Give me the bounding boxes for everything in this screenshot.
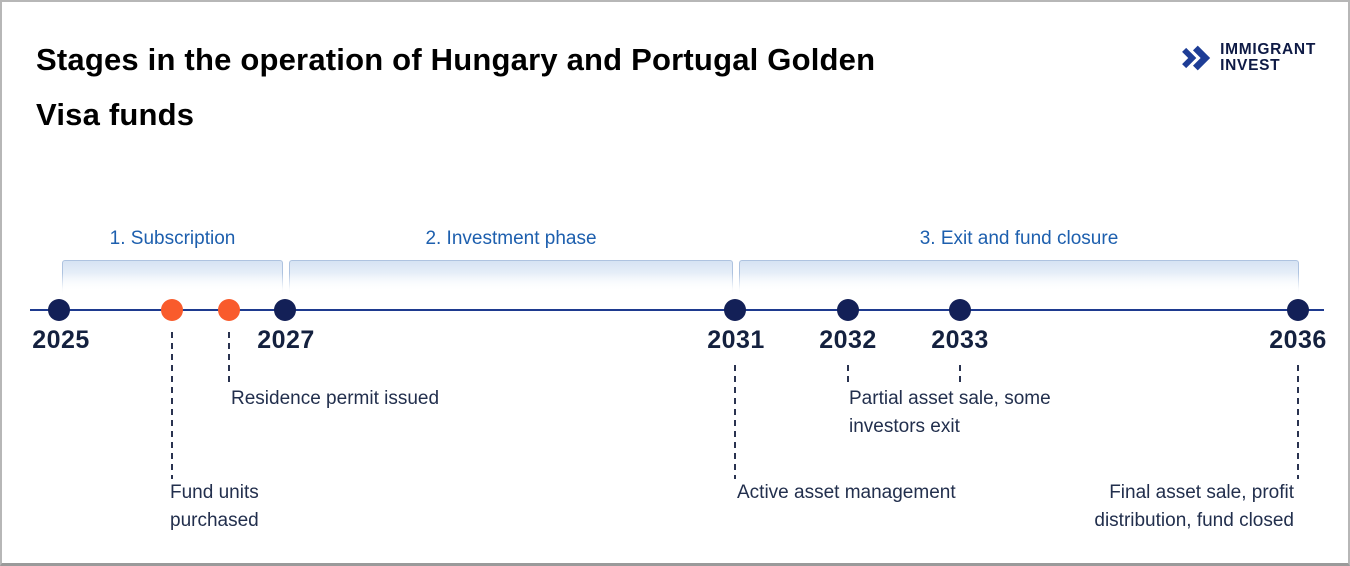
timeline-dot-2033: [949, 299, 971, 321]
logo-line-2: INVEST: [1220, 57, 1281, 74]
connector-partial-sale-2032: [847, 365, 849, 385]
note-residence-permit: Residence permit issued: [231, 388, 440, 409]
year-label-2032: 2032: [819, 326, 877, 354]
logo-wordmark: IMMIGRANT INVEST: [1220, 42, 1316, 74]
timeline-dot-2031: [724, 299, 746, 321]
note-fund-units: Fund units purchased: [170, 482, 259, 531]
timeline-axis: [30, 309, 1324, 311]
year-label-2025: 2025: [32, 326, 90, 354]
connector-partial-sale-2033: [959, 365, 961, 385]
note-final-sale: Final asset sale, profit distribution, f…: [1094, 482, 1294, 531]
phase-bracket-subscription: [61, 260, 284, 294]
immigrant-invest-logo: IMMIGRANT INVEST: [1181, 42, 1316, 74]
phase-bracket-exit: [738, 260, 1300, 294]
timeline-dot-2032: [837, 299, 859, 321]
timeline-dot-fund-units-purchased: [161, 299, 183, 321]
timeline-dot-2025: [48, 299, 70, 321]
year-label-2031: 2031: [707, 326, 765, 354]
note-partial-sale: Partial asset sale, some investors exit: [849, 388, 1051, 437]
timeline-dot-2036: [1287, 299, 1309, 321]
double-chevron-right-icon: [1182, 45, 1211, 71]
connector-final-sale: [1297, 365, 1299, 479]
phase-label-subscription: 1. Subscription: [109, 228, 236, 249]
year-label-2033: 2033: [931, 326, 989, 354]
connector-active-management: [734, 365, 736, 479]
timeline-dot-2027: [274, 299, 296, 321]
connector-fund-units: [171, 332, 173, 479]
phase-bracket-investment: [288, 260, 734, 294]
logo-line-1: IMMIGRANT: [1220, 41, 1316, 58]
note-active-management: Active asset management: [737, 482, 956, 503]
connector-residence-permit: [228, 332, 230, 385]
timeline-dot-residence-permit: [218, 299, 240, 321]
phase-label-exit: 3. Exit and fund closure: [919, 228, 1119, 249]
year-label-2036: 2036: [1269, 326, 1327, 354]
year-label-2027: 2027: [257, 326, 315, 354]
page-title: Stages in the operation of Hungary and P…: [36, 42, 876, 132]
phase-label-investment: 2. Investment phase: [425, 228, 597, 249]
